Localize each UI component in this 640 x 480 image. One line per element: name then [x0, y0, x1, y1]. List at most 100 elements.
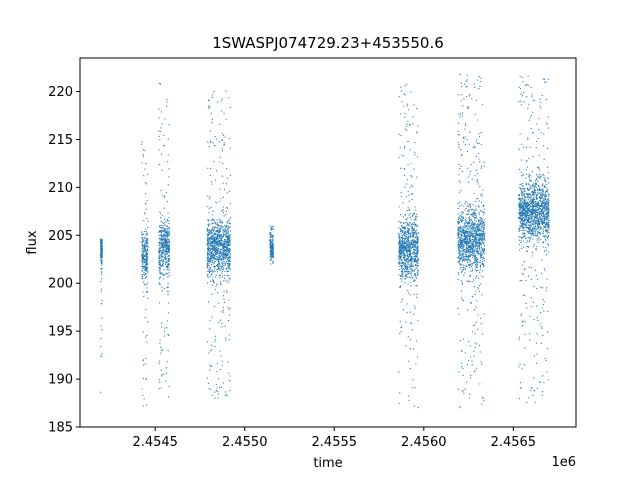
- data-point: [146, 291, 148, 294]
- data-point: [544, 269, 546, 272]
- data-point: [209, 106, 211, 108]
- data-point: [225, 167, 228, 170]
- data-point: [478, 225, 481, 227]
- data-point: [227, 306, 229, 308]
- data-point: [465, 86, 467, 88]
- data-point: [524, 197, 526, 199]
- data-point: [398, 237, 400, 239]
- data-point: [521, 143, 523, 145]
- data-point: [168, 222, 170, 225]
- data-point: [143, 274, 146, 276]
- data-point: [471, 257, 474, 259]
- data-point: [216, 223, 218, 225]
- data-point: [270, 229, 272, 231]
- data-point: [473, 235, 475, 237]
- data-point: [165, 254, 167, 256]
- data-point: [482, 223, 484, 225]
- data-point: [143, 259, 146, 261]
- data-point: [479, 216, 481, 219]
- data-point: [548, 200, 550, 202]
- data-point: [164, 224, 166, 226]
- data-point: [480, 243, 482, 245]
- data-point: [225, 233, 227, 235]
- data-point: [144, 254, 146, 257]
- data-point: [168, 231, 170, 233]
- data-point: [168, 385, 170, 388]
- data-point: [141, 265, 143, 267]
- data-point: [543, 216, 545, 218]
- data-point: [141, 255, 143, 257]
- data-point: [481, 246, 483, 248]
- data-point: [141, 274, 143, 276]
- data-point: [101, 264, 103, 266]
- data-point: [545, 183, 548, 186]
- data-point: [162, 227, 164, 229]
- data-point: [217, 260, 219, 262]
- data-point: [477, 252, 479, 255]
- data-point: [402, 247, 404, 249]
- data-point: [221, 237, 223, 239]
- data-point: [478, 244, 480, 247]
- data-point: [458, 254, 461, 257]
- data-point: [214, 254, 216, 256]
- data-point: [211, 219, 213, 221]
- data-point: [469, 233, 471, 235]
- data-point: [100, 290, 102, 293]
- data-point: [408, 194, 410, 196]
- data-point: [476, 224, 478, 226]
- data-point: [208, 238, 210, 240]
- data-point: [401, 239, 403, 242]
- data-point: [158, 237, 160, 239]
- data-point: [143, 273, 145, 276]
- data-point: [543, 176, 545, 179]
- data-point: [228, 267, 231, 270]
- data-point: [164, 221, 166, 224]
- data-point: [460, 216, 463, 218]
- data-point: [414, 153, 416, 156]
- data-point: [484, 237, 486, 239]
- data-point: [475, 241, 477, 243]
- data-point: [479, 186, 481, 188]
- data-point: [206, 234, 209, 236]
- data-point: [210, 252, 212, 254]
- data-point: [168, 267, 170, 269]
- data-point: [158, 244, 160, 246]
- data-point: [410, 247, 413, 249]
- data-point: [406, 267, 409, 270]
- data-point: [214, 251, 216, 254]
- data-point: [529, 225, 531, 227]
- data-point: [526, 182, 528, 185]
- data-point: [227, 229, 229, 231]
- data-point: [401, 298, 404, 300]
- data-point: [220, 100, 222, 102]
- data-point: [228, 227, 230, 229]
- data-point: [211, 122, 213, 124]
- data-point: [146, 217, 148, 220]
- data-point: [163, 274, 165, 276]
- data-point: [406, 210, 408, 212]
- data-point: [415, 213, 418, 216]
- data-point: [161, 241, 163, 243]
- data-point: [406, 250, 408, 252]
- data-point: [145, 228, 147, 231]
- data-point: [409, 236, 411, 238]
- data-point: [519, 227, 521, 229]
- data-point: [467, 240, 469, 242]
- data-point: [159, 282, 161, 284]
- data-point: [160, 375, 163, 377]
- data-point: [399, 213, 402, 216]
- data-point: [471, 364, 473, 366]
- data-point: [147, 321, 149, 323]
- data-point: [477, 245, 479, 247]
- data-point: [521, 368, 523, 370]
- data-point: [142, 255, 144, 257]
- data-point: [403, 93, 405, 95]
- data-point: [219, 245, 221, 247]
- data-point: [411, 192, 413, 195]
- data-point: [406, 232, 408, 234]
- data-point: [478, 227, 480, 229]
- data-point: [481, 225, 483, 227]
- data-point: [469, 265, 471, 267]
- data-point: [407, 243, 409, 246]
- data-point: [158, 266, 160, 268]
